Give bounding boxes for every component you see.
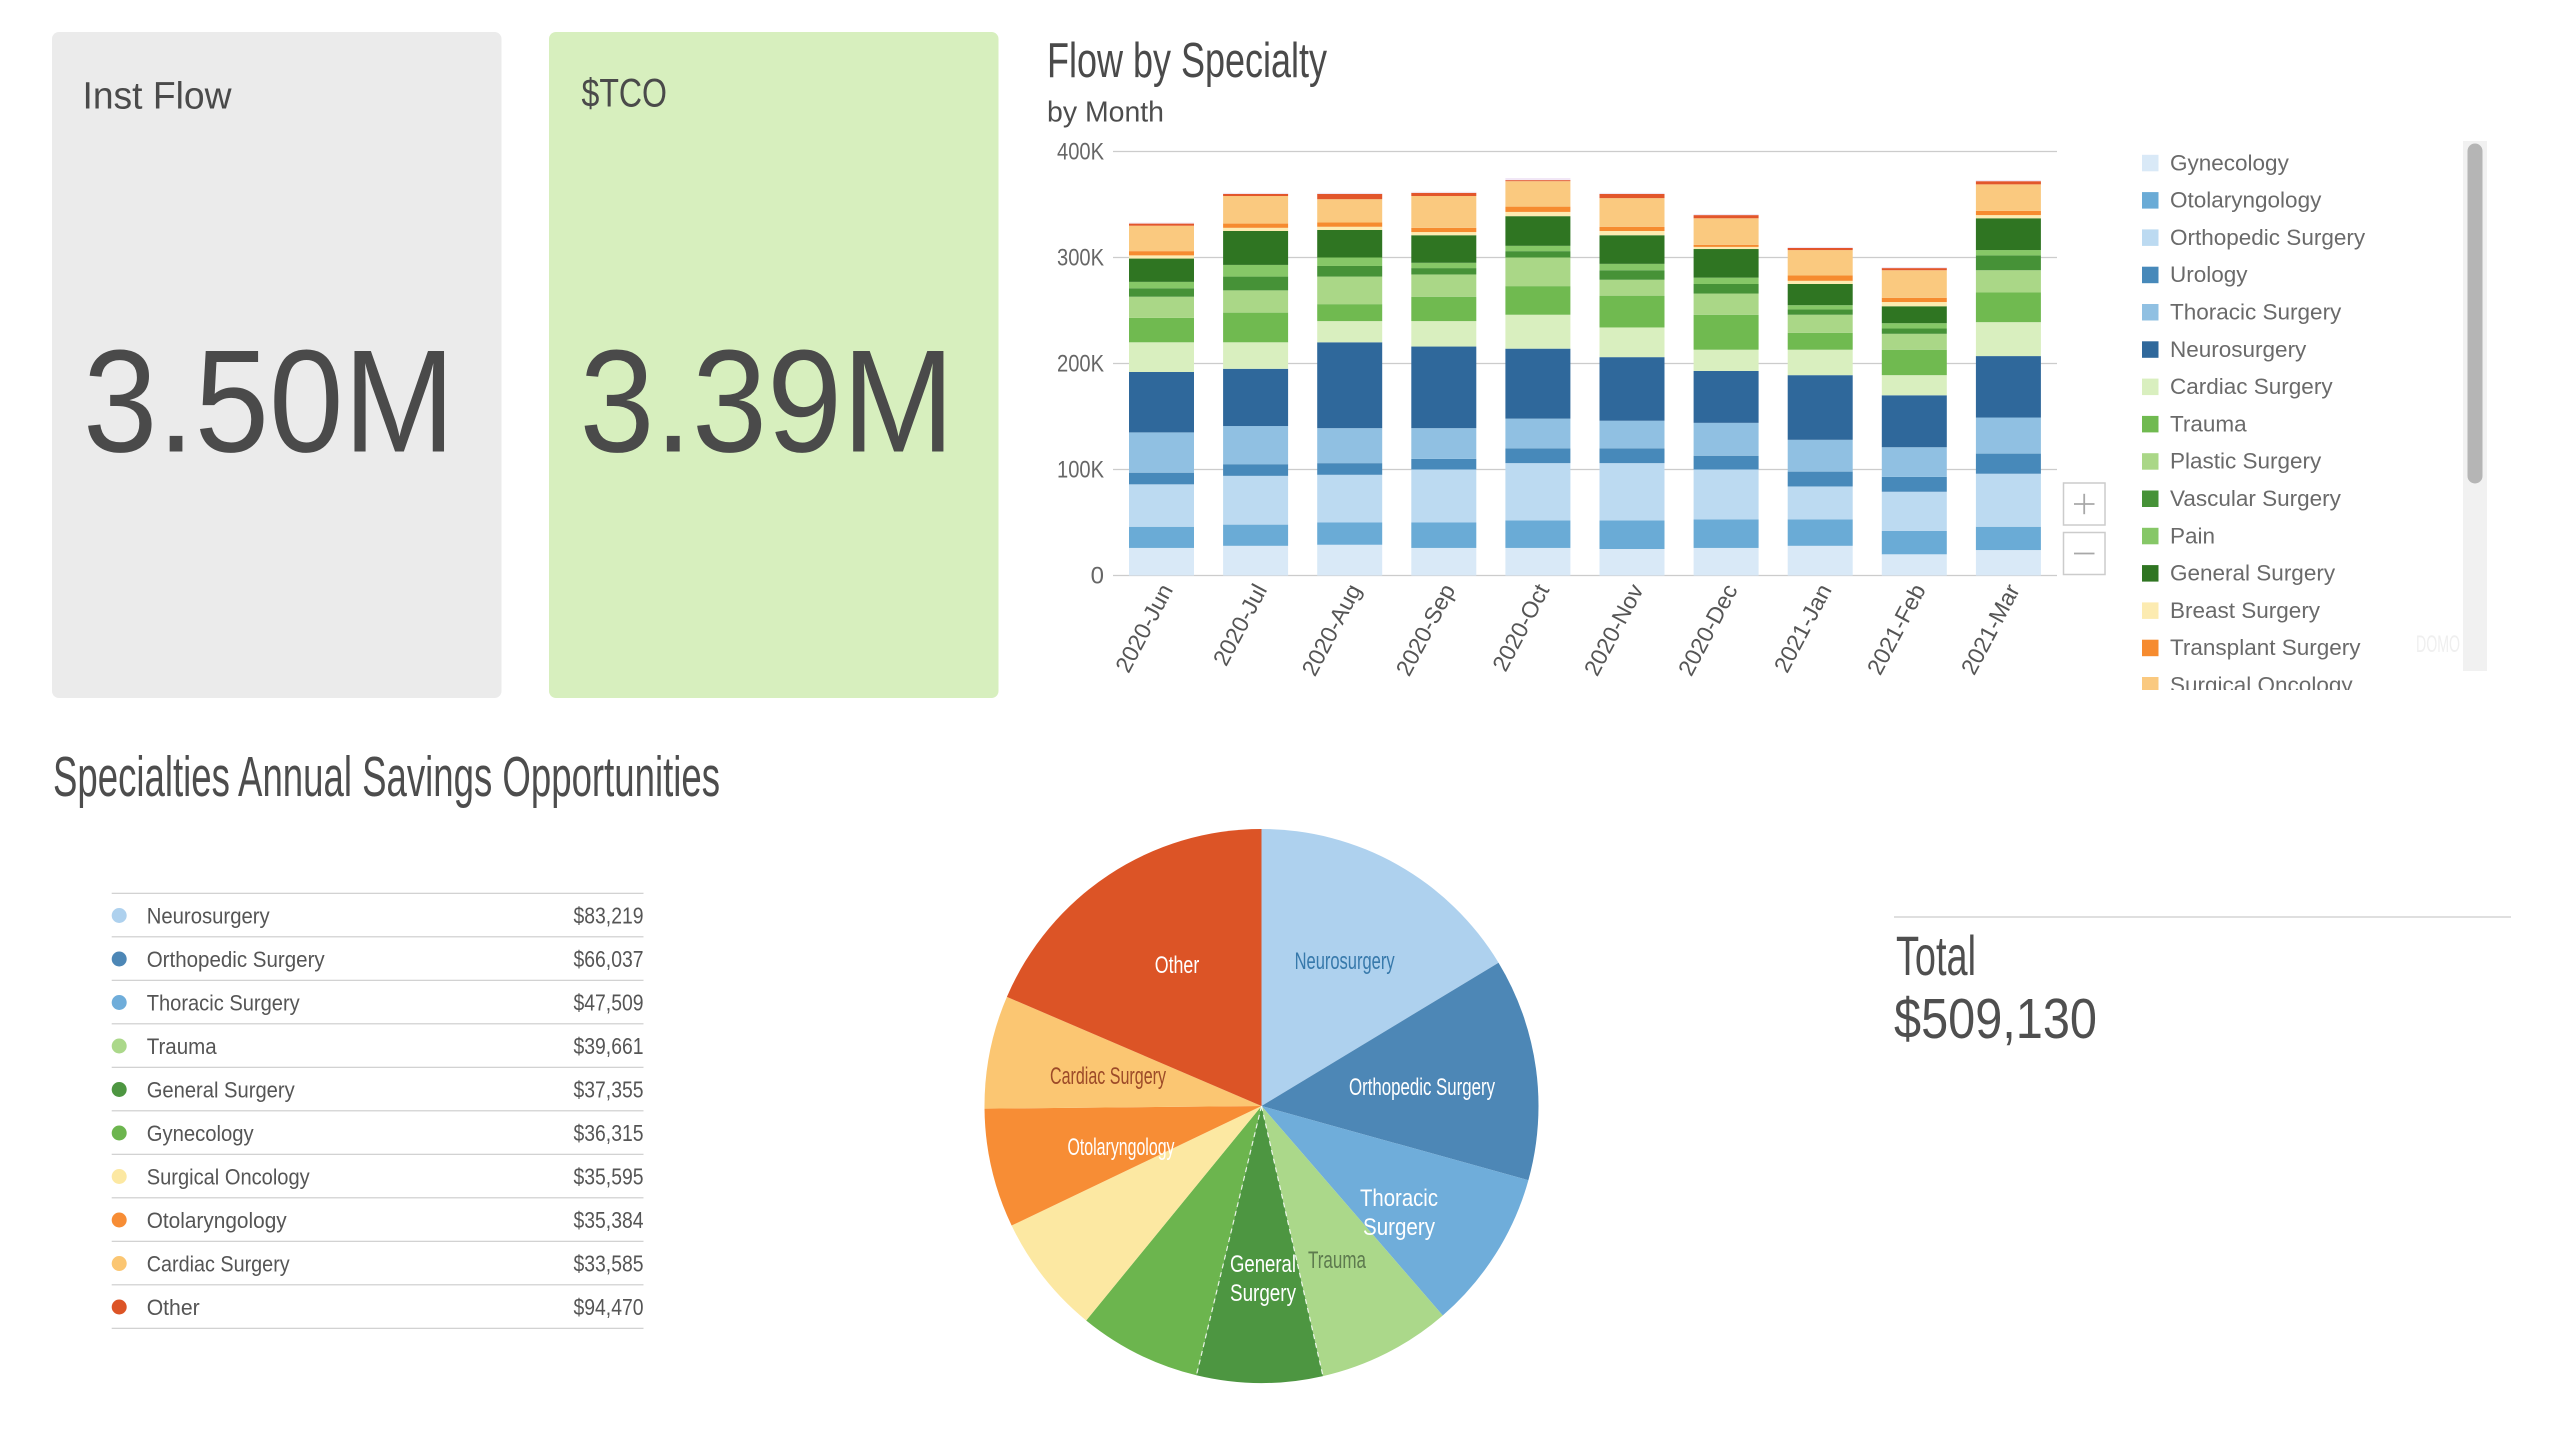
svg-text:3.50M: 3.50M: [83, 320, 455, 483]
svg-text:Total: Total: [1896, 924, 1976, 987]
svg-text:Orthopedic Surgery: Orthopedic Surgery: [147, 947, 326, 972]
svg-text:$36,315: $36,315: [574, 1120, 644, 1146]
svg-text:$509,130: $509,130: [1894, 987, 2097, 1051]
svg-text:400K: 400K: [1057, 139, 1104, 166]
svg-text:300K: 300K: [1057, 245, 1104, 272]
svg-text:3.39M: 3.39M: [580, 320, 955, 483]
svg-text:by Month: by Month: [1047, 97, 1164, 129]
svg-text:Orthopedic Surgery: Orthopedic Surgery: [1349, 1074, 1495, 1101]
svg-text:Breast Surgery: Breast Surgery: [2170, 598, 2321, 623]
svg-text:Transplant Surgery: Transplant Surgery: [2170, 635, 2361, 660]
svg-text:Neurosurgery: Neurosurgery: [147, 904, 271, 929]
svg-text:2021-Jan: 2021-Jan: [1769, 580, 1837, 677]
svg-text:100K: 100K: [1057, 457, 1104, 484]
svg-text:$47,509: $47,509: [574, 990, 644, 1016]
svg-text:$33,585: $33,585: [574, 1251, 644, 1277]
svg-text:200K: 200K: [1057, 351, 1104, 378]
svg-text:$37,355: $37,355: [574, 1077, 644, 1103]
svg-text:$94,470: $94,470: [574, 1294, 644, 1320]
svg-text:Neurosurgery: Neurosurgery: [1295, 948, 1395, 975]
svg-text:2021-Feb: 2021-Feb: [1862, 580, 1931, 679]
svg-text:Orthopedic Surgery: Orthopedic Surgery: [2170, 225, 2366, 250]
svg-text:0: 0: [1091, 563, 1104, 590]
svg-text:2021-Mar: 2021-Mar: [1956, 579, 2025, 678]
svg-text:Cardiac Surgery: Cardiac Surgery: [147, 1252, 291, 1277]
svg-text:Trauma: Trauma: [1308, 1247, 1366, 1274]
svg-text:Trauma: Trauma: [147, 1034, 217, 1059]
svg-text:Pain: Pain: [2170, 523, 2215, 548]
svg-text:Surgical Oncology: Surgical Oncology: [147, 1165, 311, 1190]
svg-text:2020-Jun: 2020-Jun: [1110, 580, 1178, 677]
svg-text:Cardiac Surgery: Cardiac Surgery: [2170, 374, 2333, 399]
svg-text:2020-Oct: 2020-Oct: [1487, 579, 1555, 675]
svg-text:Otolaryngology: Otolaryngology: [147, 1208, 288, 1233]
svg-text:Trauma: Trauma: [2170, 411, 2247, 436]
svg-text:Cardiac Surgery: Cardiac Surgery: [1050, 1063, 1166, 1090]
svg-text:Plastic Surgery: Plastic Surgery: [2170, 449, 2322, 474]
svg-text:Neurosurgery: Neurosurgery: [2170, 337, 2307, 362]
svg-text:Surgery: Surgery: [1230, 1280, 1296, 1307]
svg-text:DOMO: DOMO: [2416, 631, 2460, 658]
svg-text:Thoracic Surgery: Thoracic Surgery: [147, 991, 301, 1016]
svg-text:General: General: [1230, 1251, 1296, 1278]
svg-text:2020-Nov: 2020-Nov: [1579, 579, 1649, 680]
svg-text:Other: Other: [147, 1295, 200, 1320]
svg-text:$35,384: $35,384: [574, 1207, 644, 1233]
svg-text:2020-Aug: 2020-Aug: [1296, 580, 1366, 680]
svg-text:Thoracic: Thoracic: [1360, 1185, 1438, 1212]
svg-text:Gynecology: Gynecology: [147, 1121, 255, 1146]
svg-text:Flow by Specialty: Flow by Specialty: [1047, 34, 1327, 88]
svg-text:Surgery: Surgery: [1363, 1214, 1435, 1241]
svg-text:General Surgery: General Surgery: [2170, 561, 2336, 586]
svg-text:General Surgery: General Surgery: [147, 1078, 296, 1103]
svg-text:Thoracic Surgery: Thoracic Surgery: [2170, 300, 2342, 325]
svg-text:Urology: Urology: [2170, 262, 2248, 287]
svg-text:$83,219: $83,219: [574, 903, 644, 929]
svg-text:Otolaryngology: Otolaryngology: [1068, 1134, 1175, 1161]
svg-text:Surgical Oncology: Surgical Oncology: [2170, 673, 2353, 698]
svg-text:2020-Sep: 2020-Sep: [1390, 580, 1460, 680]
svg-text:$35,595: $35,595: [574, 1164, 644, 1190]
svg-text:Otolaryngology: Otolaryngology: [2170, 188, 2322, 213]
svg-text:Inst Flow: Inst Flow: [83, 76, 233, 118]
svg-text:Gynecology: Gynecology: [2170, 150, 2290, 175]
svg-text:$66,037: $66,037: [574, 946, 644, 972]
svg-text:Vascular Surgery: Vascular Surgery: [2170, 486, 2342, 511]
svg-text:$39,661: $39,661: [574, 1033, 644, 1059]
svg-text:Other: Other: [1155, 952, 1200, 979]
svg-text:2020-Jul: 2020-Jul: [1208, 580, 1272, 670]
svg-text:$TCO: $TCO: [582, 72, 668, 116]
svg-text:2020-Dec: 2020-Dec: [1673, 580, 1743, 680]
svg-text:Specialties Annual Savings Opp: Specialties Annual Savings Opportunities: [53, 745, 720, 809]
